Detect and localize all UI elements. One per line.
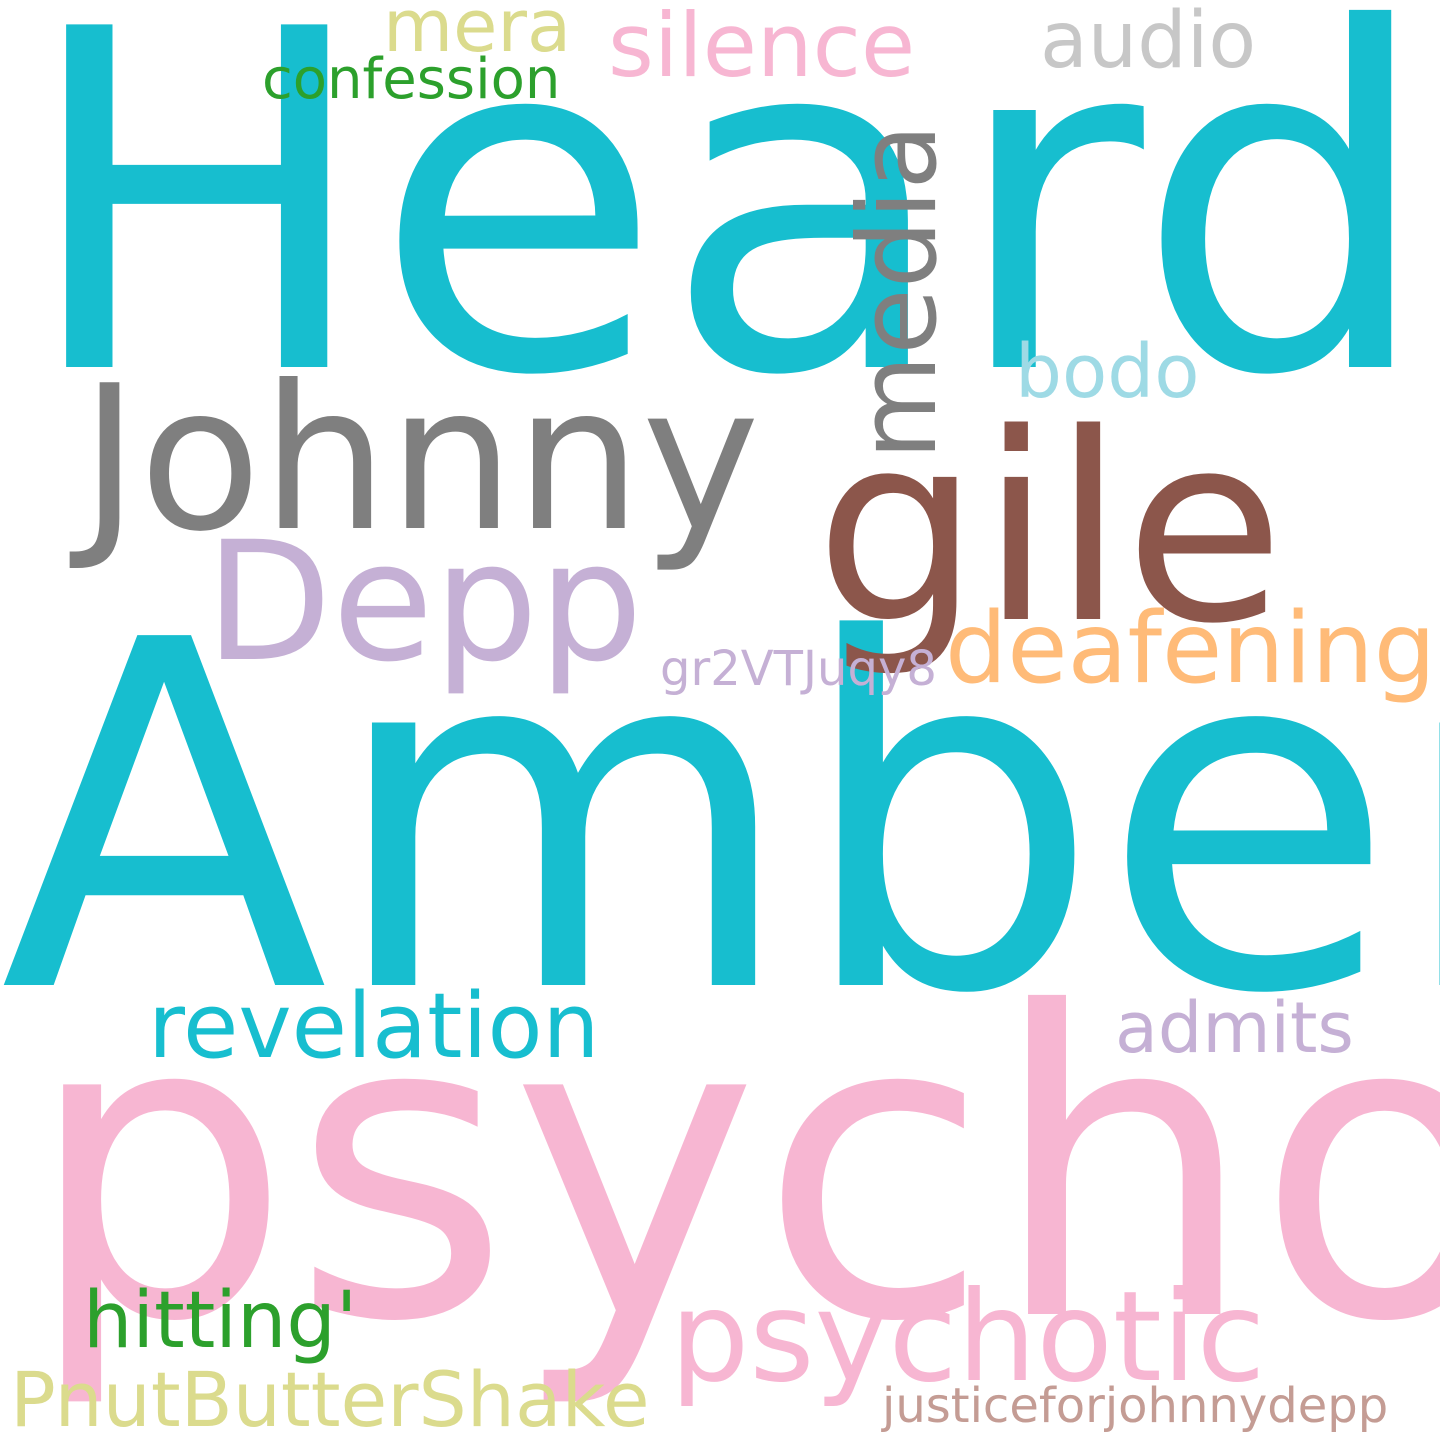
word-silence: silence (608, 0, 916, 97)
word-heard: Heard (20, 0, 1434, 478)
word-confession: confession (262, 47, 561, 112)
word-gr2vtjuqy8: gr2VTJuqy8 (660, 641, 937, 697)
word-mera: mera (383, 0, 572, 68)
word-pnutbuttershake: PnutButterShake (10, 1355, 650, 1440)
word-johnny: Johnny (80, 343, 760, 576)
word-justiceforjohnnydepp: justiceforjohnnydepp (882, 1378, 1389, 1434)
word-media: media (836, 123, 961, 460)
word-gile: gile (815, 379, 1285, 681)
word-psychotic: psychotic (670, 1265, 1266, 1410)
word-admits: admits (1115, 987, 1354, 1069)
word-bodo: bodo (1015, 329, 1200, 415)
word-hitting: hitting' (83, 1276, 358, 1366)
word-psycho: psycho (25, 925, 1440, 1414)
word-amber: Amber (0, 540, 1440, 1099)
word-revelation: revelation (148, 974, 600, 1079)
word-audio: audio (1040, 0, 1257, 86)
word-depp: Depp (205, 506, 644, 698)
word-deafening: deafening (945, 592, 1437, 706)
